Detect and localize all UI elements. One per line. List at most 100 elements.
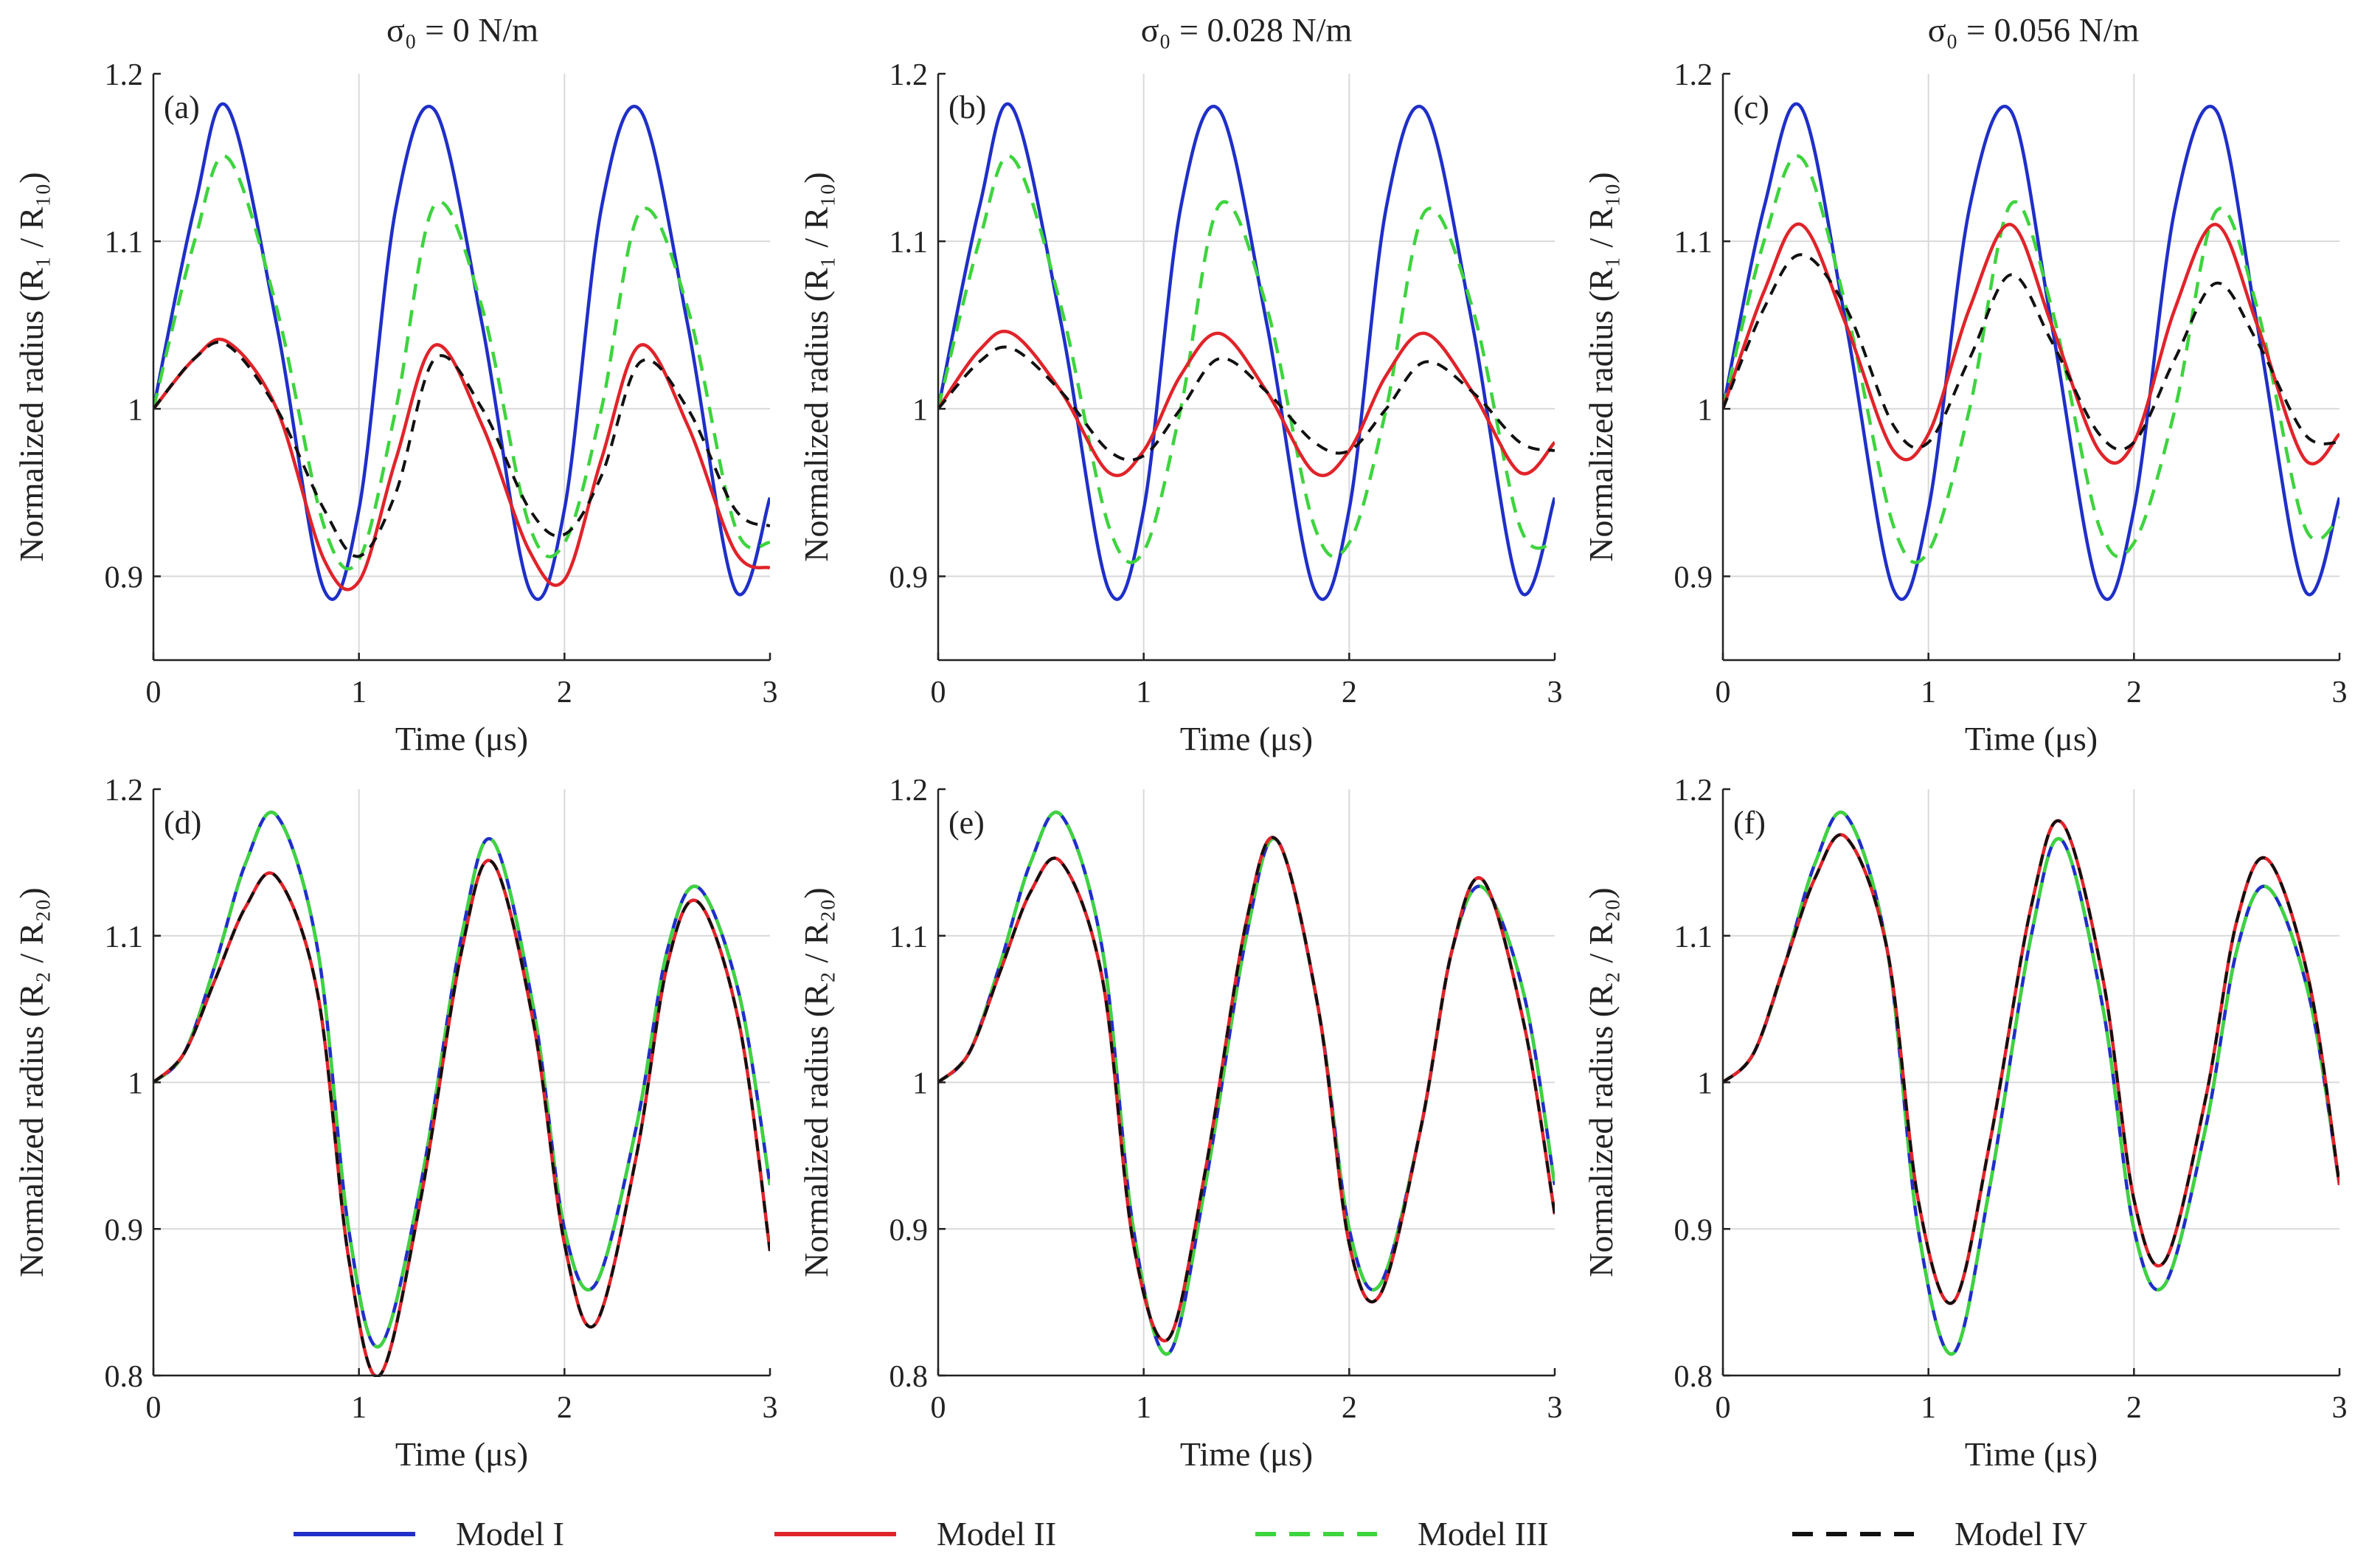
x-tick-label: 0 bbox=[931, 676, 946, 710]
y-tick-label: 0.9 bbox=[889, 1213, 929, 1247]
x-tick-label: 3 bbox=[763, 1391, 778, 1425]
series-line-model-iii bbox=[938, 154, 1555, 564]
series-line-model-iv bbox=[938, 345, 1555, 462]
y-axis-label: Normalized radius (R₂ / R₂₀) bbox=[797, 887, 835, 1277]
y-tick-label: 1.1 bbox=[105, 226, 144, 260]
x-tick-label: 1 bbox=[1136, 676, 1151, 710]
x-tick-label: 1 bbox=[351, 676, 367, 710]
series-lines bbox=[153, 811, 770, 1377]
legend-item-model-i: Model I bbox=[294, 1515, 564, 1553]
series-line-model-i bbox=[938, 102, 1555, 601]
panel-label: (f) bbox=[1733, 805, 1766, 841]
y-tick-label: 0.9 bbox=[1674, 561, 1713, 594]
y-tick-label: 1.2 bbox=[1674, 58, 1713, 92]
x-tick-label: 2 bbox=[557, 1391, 572, 1425]
series-lines bbox=[1723, 102, 2340, 601]
series-line-model-iv bbox=[153, 341, 770, 558]
x-tick-label: 0 bbox=[146, 1391, 162, 1425]
y-tick-label: 1 bbox=[1697, 1067, 1713, 1101]
x-axis-label: Time (μs) bbox=[1965, 720, 2098, 757]
y-tick-label: 1.2 bbox=[105, 774, 144, 808]
y-tick-label: 0.8 bbox=[105, 1360, 144, 1394]
column-title-1: σ₀ = 0 N/m bbox=[386, 11, 538, 49]
y-tick-label: 1 bbox=[912, 393, 928, 427]
x-tick-label: 3 bbox=[2332, 1391, 2348, 1425]
series-line-model-iv bbox=[1723, 819, 2340, 1305]
y-tick-label: 1 bbox=[128, 393, 143, 427]
panels: 0 1 2 3 0.9 1 1.1 1.2 Time (μs) Normalized radius… bbox=[13, 58, 2348, 1473]
y-tick-label: 0.9 bbox=[889, 561, 929, 594]
series-line-model-i bbox=[153, 811, 770, 1349]
x-tick-label: 2 bbox=[1342, 676, 1357, 710]
x-tick-label: 0 bbox=[1716, 676, 1731, 710]
y-tick-label: 1.1 bbox=[105, 920, 144, 954]
y-tick-label: 1.2 bbox=[889, 58, 929, 92]
y-axis-label: Normalized radius (R₁ / R₁₀) bbox=[1582, 172, 1620, 561]
series-line-model-ii bbox=[1723, 819, 2340, 1305]
panel-b: 0 1 2 3 0.9 1 1.1 1.2 Time (μs) Normalized radius… bbox=[797, 58, 1563, 757]
x-tick-label: 3 bbox=[763, 676, 778, 710]
legend-label: Model I bbox=[456, 1515, 564, 1553]
y-tick-label: 0.8 bbox=[1674, 1360, 1713, 1394]
x-tick-label: 3 bbox=[1547, 1391, 1563, 1425]
column-title-3: σ₀ = 0.056 N/m bbox=[1928, 11, 2140, 49]
panel-c: 0 1 2 3 0.9 1 1.1 1.2 Time (μs) Normalized radius… bbox=[1582, 58, 2348, 757]
x-tick-label: 1 bbox=[1921, 676, 1936, 710]
panel-d: 0 1 2 3 0.8 0.9 1 1.1 1.2 Time (μs) Normalized rad… bbox=[13, 774, 778, 1473]
x-axis-label: Time (μs) bbox=[1180, 720, 1313, 757]
panel-label: (c) bbox=[1733, 89, 1769, 125]
panel-label: (d) bbox=[164, 805, 201, 841]
legend: Model I Model II Model III Model IV bbox=[294, 1515, 2087, 1553]
y-tick-label: 1.1 bbox=[889, 920, 929, 954]
series-line-model-ii bbox=[153, 337, 770, 592]
y-tick-label: 0.9 bbox=[1674, 1213, 1713, 1247]
x-axis-label: Time (μs) bbox=[1180, 1435, 1313, 1473]
x-tick-label: 2 bbox=[1342, 1391, 1357, 1425]
y-axis-label: Normalized radius (R₂ / R₂₀) bbox=[1582, 887, 1620, 1277]
series-line-model-iv bbox=[153, 858, 770, 1377]
x-tick-label: 1 bbox=[1136, 1391, 1151, 1425]
series-line-model-ii bbox=[938, 330, 1555, 477]
series-line-model-iii bbox=[153, 811, 770, 1349]
panel-e: 0 1 2 3 0.8 0.9 1 1.1 1.2 Time (μs) Normalized rad… bbox=[797, 774, 1563, 1473]
x-axis-label: Time (μs) bbox=[1965, 1435, 2098, 1473]
legend-item-model-ii: Model II bbox=[774, 1515, 1056, 1553]
panel-a: 0 1 2 3 0.9 1 1.1 1.2 Time (μs) Normalized radius… bbox=[13, 58, 778, 757]
x-tick-label: 3 bbox=[1547, 676, 1563, 710]
x-axis-label: Time (μs) bbox=[395, 720, 528, 757]
series-line-model-iii bbox=[1723, 811, 2340, 1356]
panel-f: 0 1 2 3 0.8 0.9 1 1.1 1.2 Time (μs) Normalized rad… bbox=[1582, 774, 2348, 1473]
y-axis-label: Normalized radius (R₂ / R₂₀) bbox=[13, 887, 50, 1277]
column-titles: σ₀ = 0 N/m σ₀ = 0.028 N/m σ₀ = 0.056 N/m bbox=[386, 11, 2140, 49]
x-tick-label: 2 bbox=[557, 676, 572, 710]
x-tick-label: 1 bbox=[351, 1391, 367, 1425]
y-tick-label: 0.9 bbox=[105, 561, 144, 594]
y-tick-label: 1 bbox=[128, 1067, 143, 1101]
series-line-model-i bbox=[153, 102, 770, 601]
y-tick-label: 0.9 bbox=[105, 1213, 144, 1247]
series-line-model-ii bbox=[1723, 222, 2340, 466]
legend-label: Model II bbox=[937, 1515, 1056, 1553]
series-lines bbox=[938, 102, 1555, 601]
legend-item-model-iii: Model III bbox=[1255, 1515, 1549, 1553]
column-title-2: σ₀ = 0.028 N/m bbox=[1141, 11, 1353, 49]
y-tick-label: 0.8 bbox=[889, 1360, 929, 1394]
y-tick-label: 1.2 bbox=[889, 774, 929, 808]
legend-label: Model IV bbox=[1955, 1515, 2087, 1553]
series-line-model-i bbox=[1723, 102, 2340, 601]
legend-item-model-iv: Model IV bbox=[1792, 1515, 2087, 1553]
y-tick-label: 1 bbox=[1697, 393, 1713, 427]
panel-label: (a) bbox=[164, 89, 200, 125]
panel-label: (b) bbox=[948, 89, 986, 125]
series-line-model-ii bbox=[938, 836, 1555, 1342]
series-lines bbox=[153, 102, 770, 601]
series-lines bbox=[1723, 811, 2340, 1356]
x-tick-label: 0 bbox=[1716, 1391, 1731, 1425]
x-tick-label: 1 bbox=[1921, 1391, 1936, 1425]
y-tick-label: 1.2 bbox=[1674, 774, 1713, 808]
series-line-model-iv bbox=[1723, 253, 2340, 451]
series-line-model-iv bbox=[938, 836, 1555, 1342]
x-tick-label: 2 bbox=[2126, 1391, 2142, 1425]
y-tick-label: 1 bbox=[912, 1067, 928, 1101]
